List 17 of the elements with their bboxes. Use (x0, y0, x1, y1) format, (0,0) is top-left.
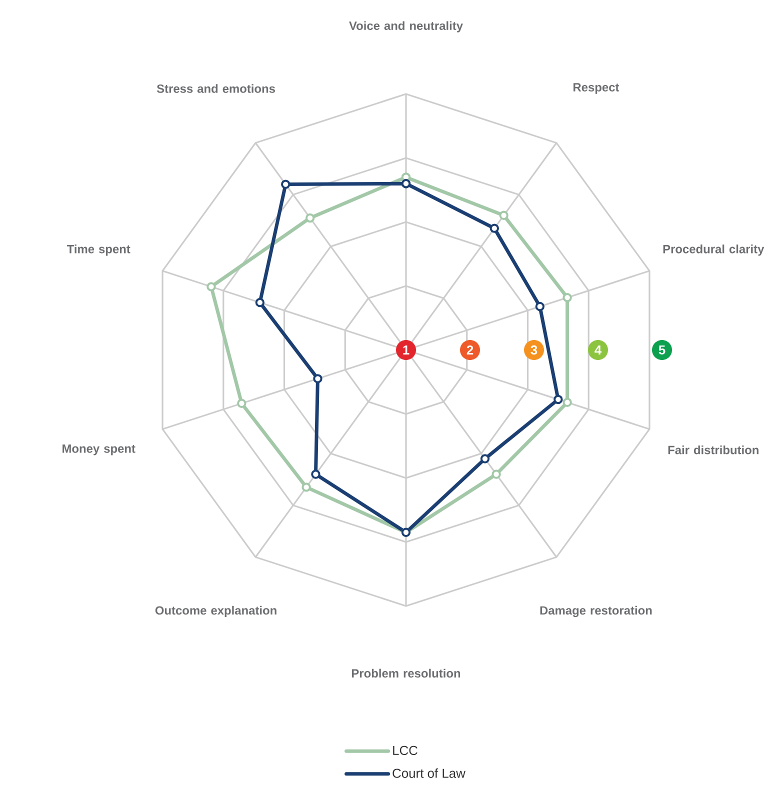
spoke-label: Procedural clarity (663, 244, 764, 256)
spoke-label: Fair distribution (668, 445, 758, 454)
y-tick-label: 3 (530, 345, 538, 355)
spoke-label: Respect (574, 83, 620, 94)
spoke-label: Problem resolution (352, 668, 460, 678)
spoke-label: Voice and neutrality (349, 21, 463, 32)
y-tick-label: 4 (594, 346, 602, 354)
spoke-label: Outcome explanation (155, 606, 276, 618)
y-tick-label: 1 (403, 346, 410, 354)
legend-label: Court of Law (392, 768, 466, 778)
spoke-label: Time spent (66, 244, 130, 256)
spoke-label: Money spent (62, 444, 136, 456)
legend-label: LCC (393, 746, 418, 756)
spoke-label: Damage restoration (540, 606, 652, 618)
y-tick-label: 5 (658, 345, 666, 355)
spoke-label: Stress and emotions (156, 84, 275, 93)
y-tick-label: 2 (466, 345, 474, 355)
